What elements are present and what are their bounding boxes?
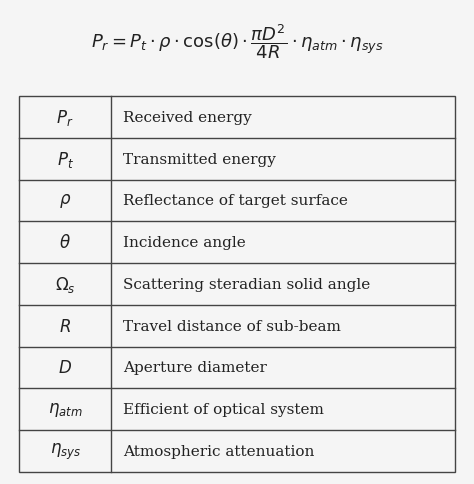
Text: Travel distance of sub-beam: Travel distance of sub-beam: [123, 319, 341, 333]
Text: Incidence angle: Incidence angle: [123, 236, 246, 250]
Text: $\eta_{atm}$: $\eta_{atm}$: [48, 400, 82, 418]
Text: $\Omega_s$: $\Omega_s$: [55, 274, 75, 294]
Text: Scattering steradian solid angle: Scattering steradian solid angle: [123, 277, 371, 291]
Bar: [19, 97, 455, 472]
Text: Transmitted energy: Transmitted energy: [123, 152, 276, 166]
Text: $R$: $R$: [59, 317, 71, 335]
Text: Reflectance of target surface: Reflectance of target surface: [123, 194, 348, 208]
Text: Atmospheric attenuation: Atmospheric attenuation: [123, 444, 315, 458]
Text: $D$: $D$: [58, 359, 72, 377]
Text: Efficient of optical system: Efficient of optical system: [123, 402, 324, 416]
Text: $P_r$: $P_r$: [56, 107, 74, 128]
Text: $\rho$: $\rho$: [59, 192, 72, 210]
Text: $\eta_{sys}$: $\eta_{sys}$: [49, 441, 81, 461]
Text: Received energy: Received energy: [123, 111, 252, 124]
Text: $P_r = P_t \cdot \rho \cdot \cos(\theta) \cdot \dfrac{\pi D^2}{4R} \cdot \eta_{a: $P_r = P_t \cdot \rho \cdot \cos(\theta)…: [91, 22, 383, 60]
Text: $\theta$: $\theta$: [59, 234, 71, 252]
Text: Aperture diameter: Aperture diameter: [123, 361, 267, 375]
Text: $P_t$: $P_t$: [57, 150, 73, 169]
